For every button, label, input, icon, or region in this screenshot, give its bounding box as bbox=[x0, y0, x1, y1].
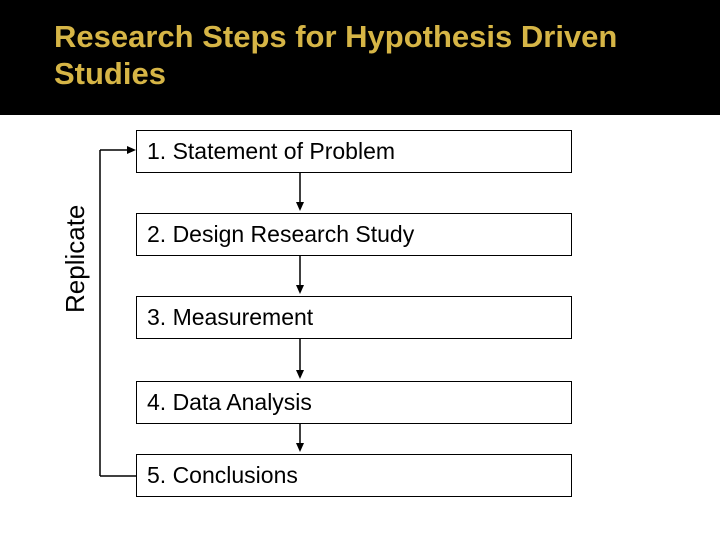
step-box-1: 1. Statement of Problem bbox=[136, 130, 572, 173]
step-label-1: 1. Statement of Problem bbox=[147, 138, 395, 165]
step-box-4: 4. Data Analysis bbox=[136, 381, 572, 424]
slide-title: Research Steps for Hypothesis Driven Stu… bbox=[54, 18, 644, 92]
replicate-label: Replicate bbox=[60, 205, 91, 313]
step-box-3: 3. Measurement bbox=[136, 296, 572, 339]
step-box-5: 5. Conclusions bbox=[136, 454, 572, 497]
step-label-2: 2. Design Research Study bbox=[147, 221, 414, 248]
step-label-4: 4. Data Analysis bbox=[147, 389, 312, 416]
step-box-2: 2. Design Research Study bbox=[136, 213, 572, 256]
step-label-3: 3. Measurement bbox=[147, 304, 313, 331]
step-label-5: 5. Conclusions bbox=[147, 462, 298, 489]
slide: Research Steps for Hypothesis Driven Stu… bbox=[0, 0, 720, 540]
title-band: Research Steps for Hypothesis Driven Stu… bbox=[0, 0, 720, 115]
